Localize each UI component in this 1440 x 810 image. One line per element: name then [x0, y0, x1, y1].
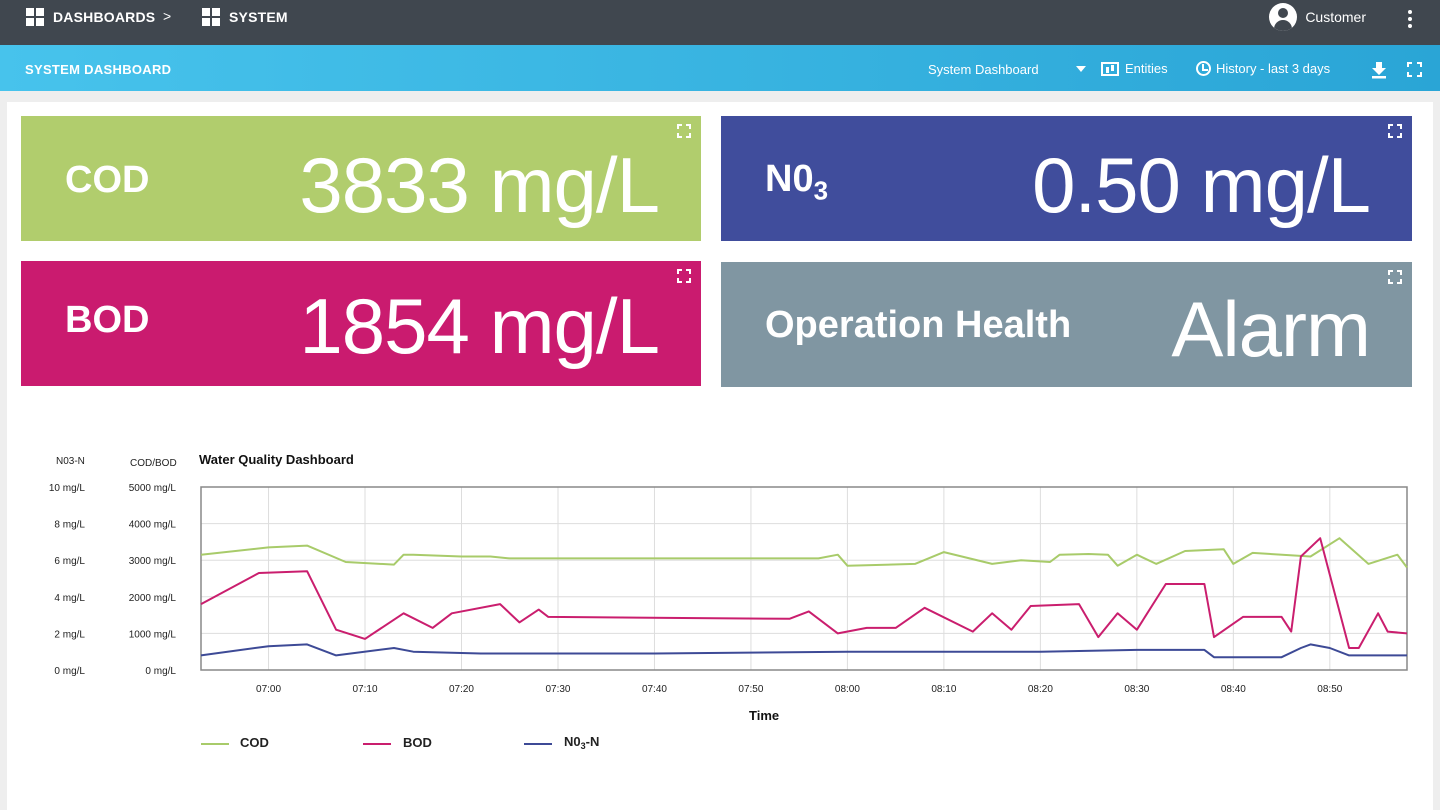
- legend-label-no3: N03-N: [564, 734, 599, 751]
- chart-grid: [201, 487, 1407, 670]
- series-line-n0: [200, 643, 1407, 659]
- operation-health-value: Alarm: [1171, 285, 1371, 373]
- top-navigation-bar: DASHBOARDS > SYSTEM Customer: [0, 0, 1440, 45]
- fullscreen-icon[interactable]: [1388, 124, 1402, 138]
- x-tick-label: 08:00: [835, 684, 860, 695]
- user-menu[interactable]: Customer: [1269, 3, 1366, 31]
- more-vert-icon[interactable]: [1408, 10, 1412, 28]
- legend-no3-main: N0: [564, 734, 581, 749]
- x-tick-label: 08:40: [1221, 684, 1246, 695]
- series-line-bod: [200, 537, 1408, 649]
- x-tick-label: 07:40: [642, 684, 667, 695]
- cod-card: COD 3833 mg/L: [21, 116, 701, 241]
- fullscreen-icon[interactable]: [1388, 270, 1402, 284]
- download-icon[interactable]: [1371, 61, 1387, 79]
- bod-label: BOD: [65, 299, 150, 341]
- entities-button[interactable]: Entities: [1101, 61, 1168, 76]
- history-label: History - last 3 days: [1216, 61, 1331, 76]
- dashboard-select[interactable]: System Dashboard: [928, 62, 1039, 77]
- fullscreen-icon[interactable]: [677, 269, 691, 283]
- no3-label-subscript: 3: [813, 175, 829, 206]
- right-tick-label: 4000 mg/L: [129, 520, 177, 531]
- dashboard-grid-icon: [26, 8, 44, 26]
- legend-label-bod: BOD: [403, 735, 432, 750]
- operation-health-card: Operation Health Alarm: [721, 262, 1412, 387]
- no3-value: 0.50 mg/L: [1032, 141, 1371, 229]
- series-line-cod: [200, 537, 1408, 569]
- x-axis-label: Time: [749, 708, 779, 723]
- dashboard-grid-icon: [202, 8, 220, 26]
- right-tick-label: 2000 mg/L: [129, 593, 177, 604]
- x-tick-label: 08:20: [1028, 684, 1053, 695]
- account-circle-icon: [1269, 3, 1298, 31]
- x-tick-label: 08:10: [931, 684, 956, 695]
- left-tick-label: 6 mg/L: [54, 556, 85, 567]
- x-tick-label: 07:20: [449, 684, 474, 695]
- x-tick-label: 07:50: [738, 684, 763, 695]
- cod-value: 3833 mg/L: [299, 141, 660, 229]
- left-tick-label: 0 mg/L: [54, 666, 85, 677]
- x-tick-label: 08:50: [1317, 684, 1342, 695]
- legend-label-cod: COD: [240, 735, 269, 750]
- entities-label: Entities: [1125, 61, 1168, 76]
- history-timewindow-button[interactable]: History - last 3 days: [1196, 61, 1330, 76]
- axis-ticks: 5000 mg/L 10 mg/L 4000 mg/L 8 mg/L 3000 mg/L…: [49, 483, 1343, 695]
- series-lines: [200, 537, 1408, 659]
- breadcrumb-system[interactable]: SYSTEM: [202, 0, 288, 34]
- clock-icon: [1196, 61, 1211, 76]
- right-tick-label: 0 mg/L: [145, 666, 176, 677]
- right-tick-label: 1000 mg/L: [129, 629, 177, 640]
- legend-item-bod[interactable]: BOD: [363, 735, 432, 750]
- right-tick-label: 5000 mg/L: [129, 483, 177, 494]
- cod-label: COD: [65, 159, 150, 201]
- left-tick-label: 2 mg/L: [54, 629, 85, 640]
- user-name: Customer: [1305, 9, 1366, 25]
- left-tick-label: 10 mg/L: [49, 483, 86, 494]
- right-axis-label: COD/BOD: [130, 458, 177, 469]
- legend-item-no3[interactable]: N03-N: [524, 734, 599, 751]
- bod-value: 1854 mg/L: [299, 282, 660, 370]
- legend-item-cod[interactable]: COD: [201, 735, 269, 750]
- left-tick-label: 8 mg/L: [54, 520, 85, 531]
- no3-card: N03 0.50 mg/L: [721, 116, 1412, 241]
- legend-no3-sub: 3: [581, 741, 586, 751]
- x-tick-label: 07:00: [256, 684, 281, 695]
- plot-frame: [200, 486, 1408, 671]
- entities-icon: [1101, 61, 1119, 76]
- fullscreen-icon[interactable]: [1407, 62, 1422, 77]
- breadcrumb-separator: >: [163, 8, 172, 24]
- breadcrumb-dashboards-label: DASHBOARDS: [53, 9, 156, 25]
- dropdown-caret-icon[interactable]: [1076, 66, 1086, 72]
- dashboard-header-bar: SYSTEM DASHBOARD System Dashboard Entiti…: [0, 45, 1440, 91]
- no3-label: N03: [765, 158, 828, 207]
- left-tick-label: 4 mg/L: [54, 593, 85, 604]
- chart-title: Water Quality Dashboard: [199, 452, 354, 467]
- right-tick-label: 3000 mg/L: [129, 556, 177, 567]
- legend-no3-suffix: -N: [586, 734, 600, 749]
- x-tick-label: 07:30: [545, 684, 570, 695]
- breadcrumb-system-label: SYSTEM: [229, 9, 288, 25]
- x-tick-label: 08:30: [1124, 684, 1149, 695]
- operation-health-label: Operation Health: [765, 304, 1072, 346]
- dashboard-title: SYSTEM DASHBOARD: [25, 62, 172, 77]
- left-axis-label: N03-N: [56, 456, 85, 467]
- fullscreen-icon[interactable]: [677, 124, 691, 138]
- bod-card: BOD 1854 mg/L: [21, 261, 701, 386]
- no3-label-main: N0: [765, 158, 814, 200]
- x-tick-label: 07:10: [353, 684, 378, 695]
- breadcrumb-dashboards[interactable]: DASHBOARDS: [26, 0, 155, 34]
